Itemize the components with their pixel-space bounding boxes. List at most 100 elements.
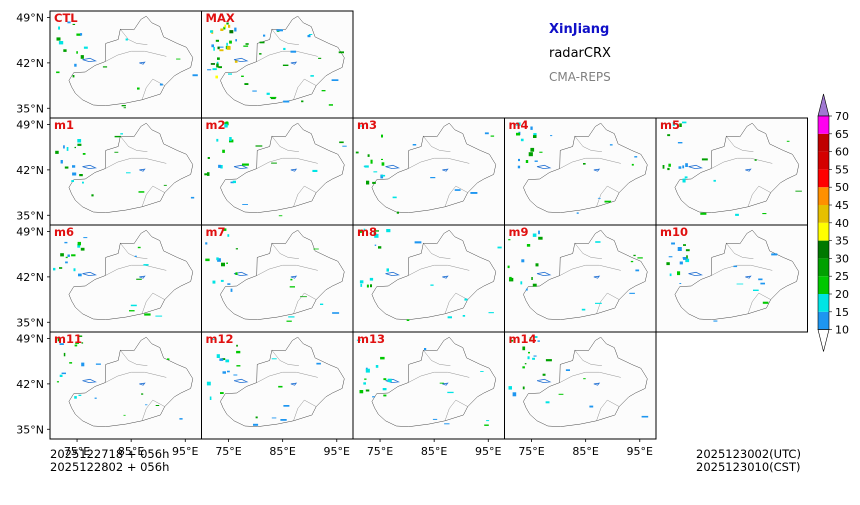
province-line xyxy=(256,265,318,276)
echo-cell xyxy=(120,133,123,135)
x-tick-label: 75°E xyxy=(518,445,544,458)
echo-cell xyxy=(207,69,212,71)
panel-label: m5 xyxy=(660,118,680,132)
echo-cell xyxy=(685,163,688,167)
echo-cell xyxy=(179,418,183,420)
echo-cell xyxy=(224,123,228,128)
echo-cell xyxy=(760,282,765,285)
echo-cell xyxy=(271,162,277,164)
lake xyxy=(233,164,249,170)
panel-label: m7 xyxy=(206,225,226,239)
echo-cell xyxy=(520,138,524,142)
x-tick-label: 95°E xyxy=(475,445,501,458)
echo-cell xyxy=(125,38,128,41)
echo-cell xyxy=(381,174,386,177)
echo-cell xyxy=(224,122,229,126)
lake xyxy=(233,57,249,63)
x-tick-label: 95°E xyxy=(324,445,350,458)
echo-cell xyxy=(542,373,546,376)
province-line xyxy=(726,243,754,259)
echo-cell xyxy=(226,46,231,50)
echo-cell xyxy=(679,123,682,127)
init-time-block: 2025122718 + 056h 2025122802 + 056h xyxy=(50,448,169,474)
echo-cell xyxy=(72,23,76,25)
echo-cell xyxy=(321,90,326,92)
province-line xyxy=(444,185,468,207)
province-line xyxy=(408,157,470,169)
region-border xyxy=(523,229,648,320)
echo-cell xyxy=(383,378,387,381)
echo-cell xyxy=(533,133,537,137)
echo-cell xyxy=(77,241,81,246)
echo-cell xyxy=(56,71,60,74)
echo-cell xyxy=(380,356,385,360)
echo-cell xyxy=(430,177,436,179)
echo-cell xyxy=(123,414,126,416)
echo-cell xyxy=(486,420,490,422)
colorbar-segment xyxy=(818,294,829,312)
echo-cell xyxy=(538,230,540,235)
echo-cell xyxy=(217,46,220,50)
echo-cell xyxy=(278,385,283,388)
echo-cell xyxy=(58,41,64,45)
echo-cell xyxy=(77,143,82,146)
region-border xyxy=(68,229,194,320)
echo-cell xyxy=(308,34,313,35)
echo-cell xyxy=(280,419,287,421)
echo-cell xyxy=(356,339,361,341)
echo-cell xyxy=(230,288,233,292)
echo-cell xyxy=(524,363,527,365)
echo-cell xyxy=(77,335,83,337)
lake xyxy=(536,378,552,384)
echo-cell xyxy=(73,268,76,272)
echo-cell xyxy=(213,46,215,51)
echo-cell xyxy=(313,248,319,250)
echo-cell xyxy=(59,374,63,377)
echo-cell xyxy=(682,165,685,169)
echo-cell xyxy=(114,135,121,138)
echo-cell xyxy=(74,344,78,347)
echo-cell xyxy=(69,362,73,364)
echo-cell xyxy=(63,145,65,149)
echo-cell xyxy=(679,261,683,265)
y-tick-label: 49°N xyxy=(16,11,44,24)
echo-cell xyxy=(56,37,61,41)
region-border xyxy=(674,229,800,320)
echo-cell xyxy=(679,283,682,284)
colorbar-segment xyxy=(818,133,829,152)
echo-cell xyxy=(123,107,126,109)
panel-m3: m3 xyxy=(352,117,505,226)
lake xyxy=(290,61,298,65)
echo-cell xyxy=(589,405,594,408)
lake xyxy=(385,271,400,277)
echo-cell xyxy=(359,280,364,284)
echo-cell xyxy=(382,388,387,391)
echo-cell xyxy=(216,61,219,64)
echo-cell xyxy=(57,338,61,342)
echo-cell xyxy=(310,75,314,77)
province-line xyxy=(711,265,773,276)
echo-cell xyxy=(565,369,570,371)
echo-cell xyxy=(365,368,370,373)
echo-cell xyxy=(762,213,767,215)
lake xyxy=(82,271,97,277)
echo-cell xyxy=(64,241,68,244)
echo-cell xyxy=(221,358,226,360)
province-line xyxy=(256,51,318,62)
echo-cell xyxy=(537,340,540,342)
echo-cell xyxy=(155,405,160,406)
x-tick-label: 75°E xyxy=(64,445,90,458)
province-line xyxy=(408,265,470,276)
y-tick-label: 42°N xyxy=(16,378,44,391)
echo-cell xyxy=(535,263,539,267)
echo-cell xyxy=(700,212,707,215)
echo-cell xyxy=(121,105,126,107)
echo-cell xyxy=(528,152,533,157)
echo-cell xyxy=(283,47,286,50)
province-line xyxy=(559,372,621,383)
province-line xyxy=(120,136,148,152)
x-tick-label: 95°E xyxy=(627,445,653,458)
region-border xyxy=(220,229,345,320)
echo-cell xyxy=(252,90,257,92)
